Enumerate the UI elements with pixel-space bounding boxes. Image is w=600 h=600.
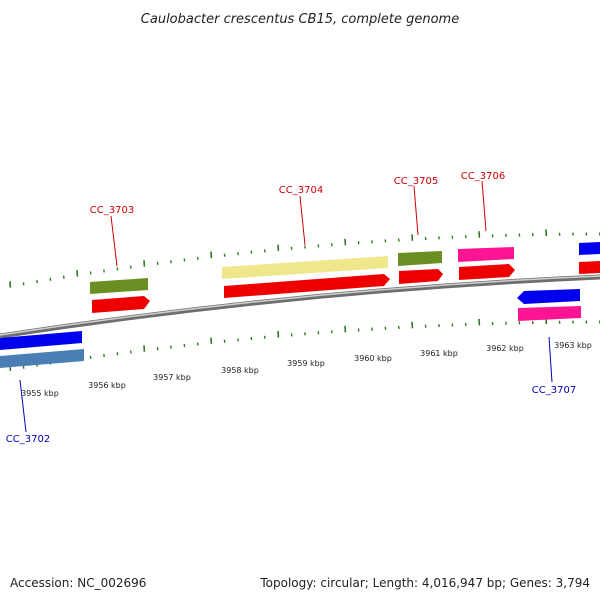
feature-CC_3706[interactable] — [458, 247, 515, 280]
kbp-tick-labels: 3955 kbp 3956 kbp 3957 kbp 3958 kbp 3959… — [21, 341, 592, 398]
gene-bar-CC_3703 — [90, 278, 148, 294]
gene-label-CC_3703[interactable]: CC_3703 — [90, 205, 134, 216]
gene-bar-CC_3702 — [0, 331, 82, 350]
tick-label-3961: 3961 kbp — [420, 349, 458, 358]
leader-CC_3707 — [548, 336, 553, 383]
tick-label-3959: 3959 kbp — [287, 359, 325, 368]
feature-CC_3704[interactable] — [222, 256, 390, 298]
feature-CC_3703[interactable] — [90, 278, 150, 313]
genome-summary-text: Topology: circular; Length: 4,016,947 bp… — [259, 576, 590, 590]
leader-CC_3704 — [299, 195, 306, 246]
genome-backbone — [0, 274, 600, 339]
tick-label-3958: 3958 kbp — [221, 366, 259, 375]
cds-arrow-CC_3706 — [459, 264, 515, 280]
leader-CC_3705 — [413, 185, 419, 236]
feature-bar-CC_3702 — [0, 349, 84, 368]
feature-next-gene[interactable] — [579, 242, 600, 274]
tick-label-3957: 3957 kbp — [153, 373, 191, 382]
gene-label-CC_3706[interactable]: CC_3706 — [461, 171, 505, 182]
gene-bar-next — [579, 242, 600, 255]
cds-arrow-CC_3705 — [399, 269, 443, 284]
tick-label-3962: 3962 kbp — [486, 344, 524, 353]
tick-label-3955: 3955 kbp — [21, 389, 59, 398]
tick-label-3956: 3956 kbp — [88, 381, 126, 390]
gene-label-CC_3707[interactable]: CC_3707 — [532, 385, 576, 396]
tick-label-3960: 3960 kbp — [354, 354, 392, 363]
cds-arrow-next — [579, 261, 600, 274]
gene-bar-CC_3707 — [518, 306, 581, 321]
gene-label-CC_3704[interactable]: CC_3704 — [279, 185, 323, 196]
cds-arrow-CC_3707 — [517, 289, 580, 304]
leader-CC_3706 — [481, 180, 487, 232]
feature-CC_3707[interactable] — [517, 289, 581, 321]
accession-text: Accession: NC_002696 — [10, 576, 146, 590]
leader-CC_3703 — [110, 215, 118, 267]
genome-backbone-highlight — [0, 275, 600, 336]
cds-arrow-CC_3703 — [92, 296, 150, 313]
tick-label-3963: 3963 kbp — [554, 341, 592, 350]
leader-CC_3702 — [19, 379, 27, 433]
gene-label-CC_3705[interactable]: CC_3705 — [394, 176, 438, 187]
forward-strand-ticks — [9, 229, 600, 288]
gene-bar-CC_3706 — [458, 247, 514, 262]
gene-bar-CC_3704 — [222, 256, 388, 279]
map-title: Caulobacter crescentus CB15, complete ge… — [141, 12, 459, 27]
cds-arrow-CC_3704 — [224, 274, 390, 298]
feature-CC_3702[interactable] — [0, 331, 84, 368]
feature-CC_3705[interactable] — [398, 251, 443, 284]
gene-bar-CC_3705 — [398, 251, 442, 266]
gene-label-CC_3702[interactable]: CC_3702 — [6, 434, 50, 445]
